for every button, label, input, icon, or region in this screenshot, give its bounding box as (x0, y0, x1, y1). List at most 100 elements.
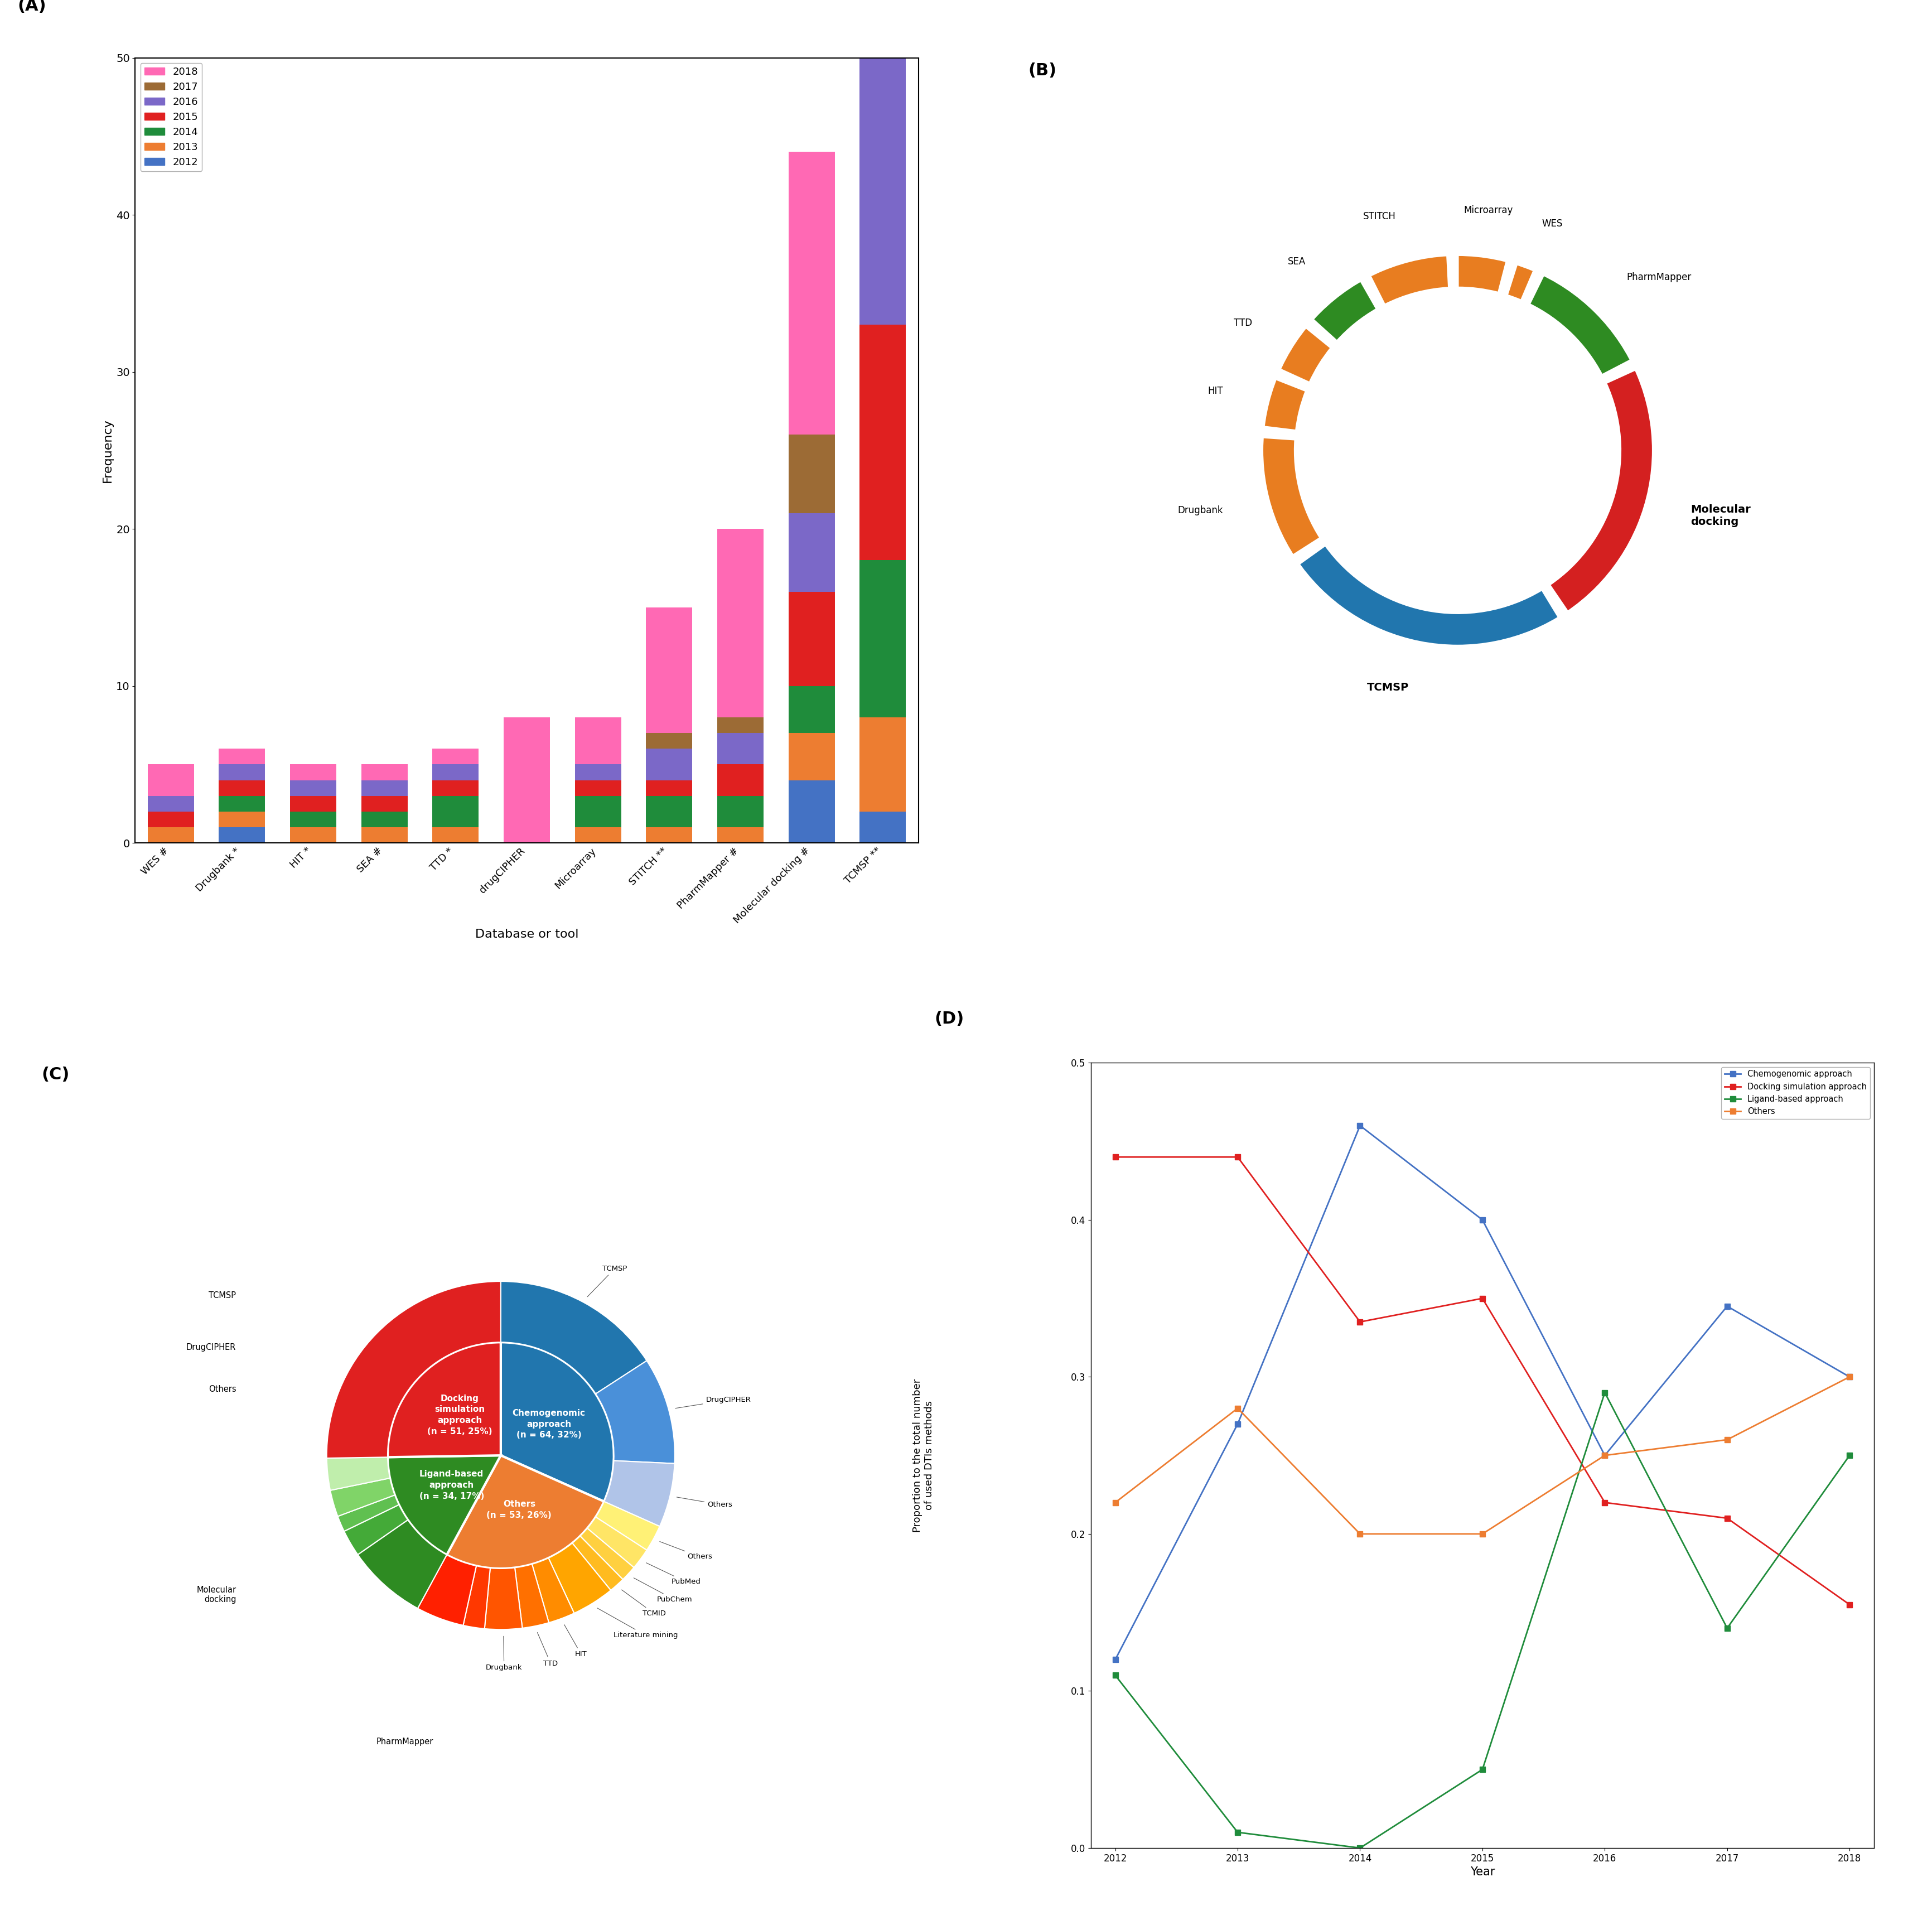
Text: TCMSP: TCMSP (1368, 681, 1408, 693)
Bar (433, 780, 479, 795)
Docking simulation approach (1594, 1492, 1617, 1515)
Chemogenomic approach (1716, 1296, 1739, 1319)
Text: TCMSP: TCMSP (587, 1265, 626, 1297)
Text: Others: Others (659, 1542, 713, 1561)
Text: DrugCIPHER: DrugCIPHER (676, 1396, 752, 1409)
Bar (218, 828, 265, 843)
Docking simulation approach (1716, 1507, 1739, 1530)
Text: PubMed: PubMed (645, 1563, 701, 1586)
Others (1837, 1365, 1861, 1388)
Line: Ligand-based approach: Ligand-based approach (1113, 1390, 1853, 1850)
Bar (576, 718, 622, 764)
Wedge shape (1457, 252, 1507, 293)
Text: PubChem: PubChem (634, 1578, 692, 1604)
Wedge shape (580, 1528, 634, 1578)
Others (1470, 1523, 1493, 1546)
Text: HIT: HIT (1208, 387, 1223, 397)
Wedge shape (1260, 437, 1321, 556)
Wedge shape (330, 1478, 394, 1517)
Wedge shape (417, 1555, 477, 1625)
Bar (147, 812, 193, 828)
Bar (433, 828, 479, 843)
Bar (147, 828, 193, 843)
Text: Others: Others (209, 1386, 236, 1394)
Text: (A): (A) (17, 0, 46, 13)
Bar (860, 560, 906, 718)
Wedge shape (357, 1521, 446, 1609)
Bar (576, 780, 622, 795)
Wedge shape (572, 1536, 622, 1590)
Line: Docking simulation approach: Docking simulation approach (1113, 1155, 1853, 1607)
Bar (717, 733, 763, 764)
Chemogenomic approach (1103, 1648, 1126, 1671)
Wedge shape (1277, 325, 1331, 383)
Bar (860, 325, 906, 560)
Others (1716, 1428, 1739, 1451)
Wedge shape (531, 1557, 574, 1623)
Polygon shape (1325, 310, 1542, 612)
Text: Microarray: Microarray (1464, 206, 1513, 216)
Text: DrugCIPHER: DrugCIPHER (185, 1344, 236, 1351)
Bar (218, 780, 265, 795)
Wedge shape (1296, 545, 1561, 649)
Line: Others: Others (1113, 1374, 1853, 1536)
Wedge shape (1368, 252, 1449, 304)
Polygon shape (1385, 289, 1621, 585)
Bar (860, 812, 906, 843)
Wedge shape (605, 1461, 674, 1527)
Wedge shape (1310, 277, 1378, 341)
Legend: 2018, 2017, 2016, 2015, 2014, 2013, 2012: 2018, 2017, 2016, 2015, 2014, 2013, 2012 (141, 64, 203, 171)
Docking simulation approach (1837, 1594, 1861, 1617)
Text: STITCH: STITCH (1362, 212, 1395, 221)
Bar (361, 795, 408, 812)
Bar (147, 795, 193, 812)
Bar (361, 764, 408, 780)
Text: Molecular
docking: Molecular docking (197, 1586, 236, 1604)
Wedge shape (1296, 545, 1561, 649)
Bar (290, 780, 336, 795)
Polygon shape (1294, 289, 1449, 537)
Text: Molecular
docking: Molecular docking (1690, 504, 1750, 527)
Polygon shape (1457, 287, 1621, 585)
Wedge shape (1528, 271, 1634, 375)
Wedge shape (1262, 377, 1306, 431)
Bar (788, 514, 835, 591)
Bar (218, 812, 265, 828)
Docking simulation approach (1470, 1286, 1493, 1309)
Bar (788, 780, 835, 843)
Bar (433, 764, 479, 780)
Others (1594, 1444, 1617, 1467)
Text: Drugbank: Drugbank (1179, 504, 1223, 516)
Polygon shape (1325, 304, 1602, 612)
Chemogenomic approach (1470, 1209, 1493, 1232)
Bar (147, 764, 193, 795)
Bar (645, 828, 692, 843)
Polygon shape (1296, 391, 1542, 612)
Bar (218, 795, 265, 812)
Circle shape (1294, 287, 1621, 612)
Wedge shape (446, 1455, 605, 1569)
Text: Ligand-based
approach
(n = 34, 17%): Ligand-based approach (n = 34, 17%) (419, 1471, 485, 1500)
Wedge shape (514, 1565, 549, 1629)
Text: PharmMapper: PharmMapper (377, 1738, 433, 1746)
Text: Docking
simulation
approach
(n = 51, 25%): Docking simulation approach (n = 51, 25%… (427, 1394, 493, 1436)
Text: TTD: TTD (537, 1632, 558, 1667)
Bar (860, 718, 906, 812)
Polygon shape (1310, 289, 1449, 404)
Text: Chemogenomic
approach
(n = 64, 32%): Chemogenomic approach (n = 64, 32%) (512, 1409, 585, 1440)
Wedge shape (549, 1544, 611, 1613)
Text: TCMSP: TCMSP (209, 1292, 236, 1299)
Wedge shape (1507, 262, 1536, 300)
Polygon shape (1337, 310, 1621, 585)
Bar (717, 795, 763, 828)
Others (1103, 1492, 1126, 1515)
Bar (290, 812, 336, 828)
Text: (B): (B) (1028, 64, 1057, 79)
Chemogenomic approach (1227, 1413, 1250, 1436)
Y-axis label: Frequency: Frequency (102, 418, 112, 483)
Docking simulation approach (1349, 1311, 1372, 1334)
Bar (645, 795, 692, 828)
Polygon shape (1296, 304, 1602, 435)
Ligand-based approach (1594, 1380, 1617, 1403)
Polygon shape (1385, 289, 1602, 402)
